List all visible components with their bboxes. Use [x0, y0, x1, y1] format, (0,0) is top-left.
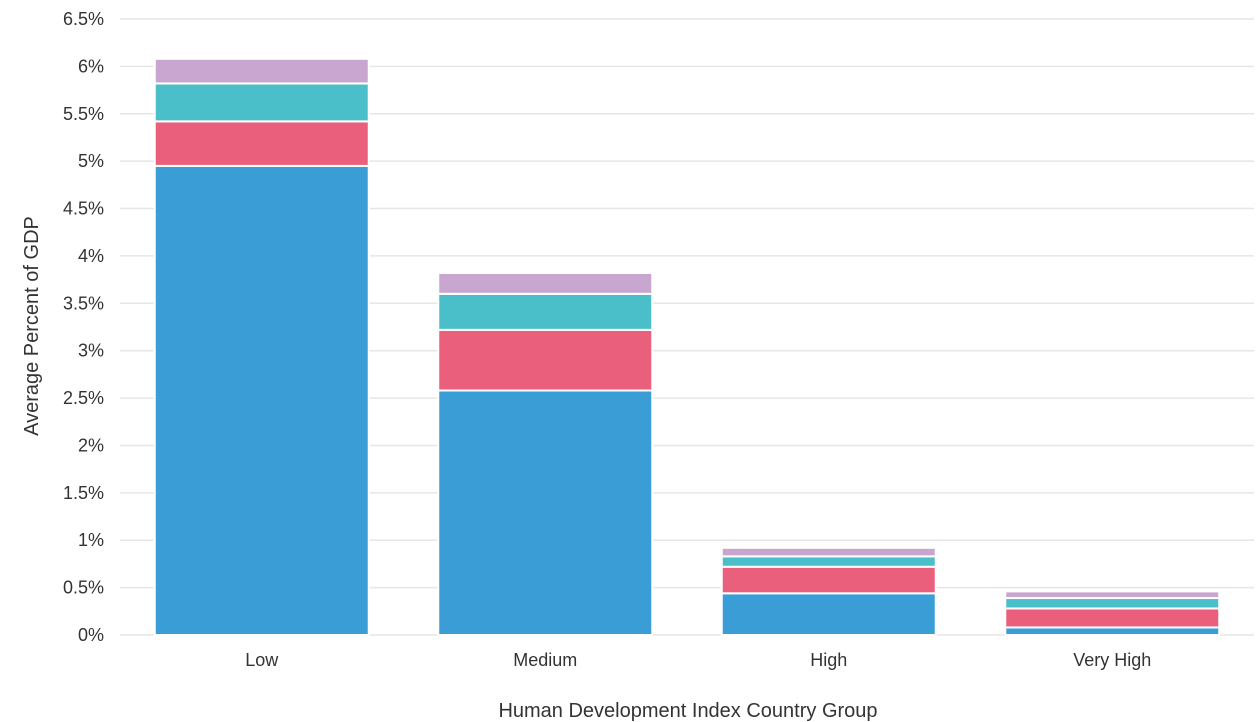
x-tick-label: Low: [245, 650, 279, 670]
bar-segment: [1004, 607, 1221, 629]
bar-segment: [153, 82, 370, 123]
bar-segment: [720, 546, 937, 558]
y-axis-tick-labels: 0% 0.5% 1% 1.5% 2% 2.5% 3% 3.5% 4% 4.5% 5% 5.5% 6% 6.…: [63, 9, 104, 645]
bar-segment: [153, 57, 370, 85]
y-tick-label: 0%: [78, 625, 104, 645]
y-tick-label: 0.5%: [63, 578, 104, 598]
bar-segment: [437, 328, 654, 392]
y-tick-label: 3%: [78, 341, 104, 361]
bar-segment: [437, 271, 654, 295]
bar-segment: [720, 592, 937, 636]
y-tick-label: 4%: [78, 246, 104, 266]
y-tick-label: 1.5%: [63, 483, 104, 503]
bar-segment: [1004, 590, 1221, 600]
bar-segment: [437, 389, 654, 636]
x-tick-label: Very High: [1073, 650, 1151, 670]
y-axis-title: Average Percent of GDP: [21, 216, 43, 436]
y-tick-label: 2%: [78, 435, 104, 455]
bar-segment: [153, 164, 370, 636]
y-tick-label: 2.5%: [63, 388, 104, 408]
bar-segment: [437, 292, 654, 331]
y-tick-label: 5.5%: [63, 104, 104, 124]
bar-segment: [1004, 626, 1221, 636]
y-tick-label: 6.5%: [63, 9, 104, 29]
bar-segment: [720, 565, 937, 595]
x-tick-label: Medium: [513, 650, 577, 670]
bar-segment: [1004, 597, 1221, 610]
y-tick-label: 1%: [78, 530, 104, 550]
x-axis-title: Human Development Index Country Group: [498, 700, 877, 722]
y-tick-label: 6%: [78, 56, 104, 76]
x-tick-label: High: [810, 650, 847, 670]
y-tick-label: 3.5%: [63, 293, 104, 313]
y-tick-label: 4.5%: [63, 199, 104, 219]
y-tick-label: 5%: [78, 151, 104, 171]
bar-segment: [720, 555, 937, 568]
bars: [153, 57, 1221, 636]
bar-segment: [153, 120, 370, 167]
x-axis-tick-labels: Low Medium High Very High: [245, 650, 1151, 670]
